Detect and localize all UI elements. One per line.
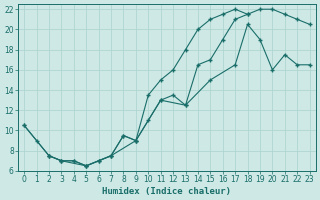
X-axis label: Humidex (Indice chaleur): Humidex (Indice chaleur) bbox=[102, 187, 231, 196]
